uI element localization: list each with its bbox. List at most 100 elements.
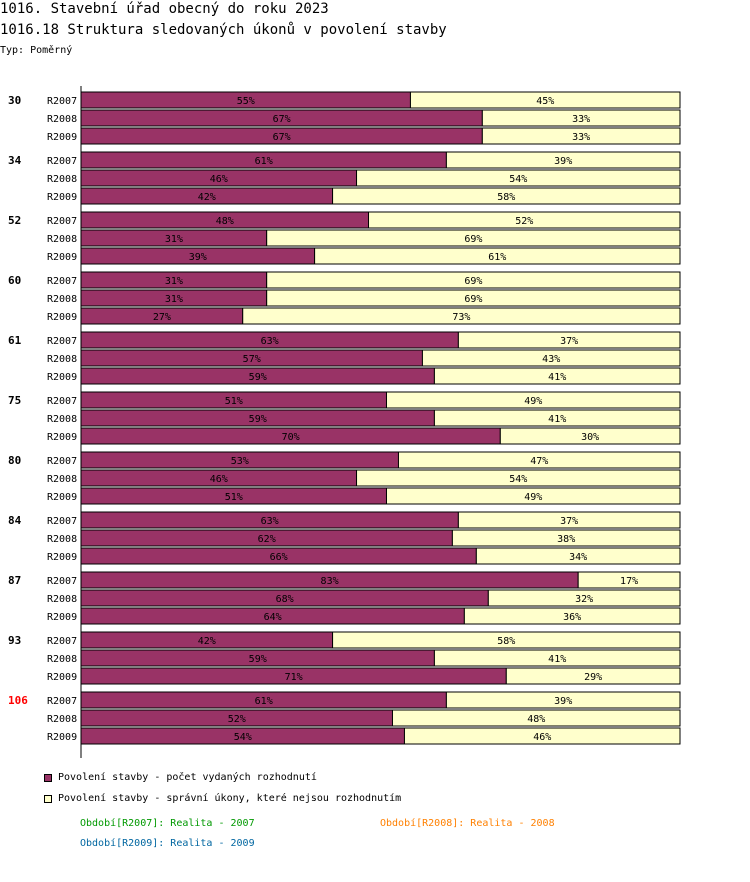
bar-value-label-series1: 51% [225,396,243,407]
bar-value-label-series2: 36% [563,612,581,623]
bar-value-label-series2: 29% [584,672,602,683]
group-label: 87 [8,574,21,587]
bar-segment-series2 [481,109,681,127]
bar-value-label-series1: 46% [210,474,228,485]
bar-value-label-series1: 27% [153,312,171,323]
bar-value-label-series2: 49% [524,492,542,503]
group-label: 52 [8,214,21,227]
bar-segment-series2 [463,607,681,625]
bar-segment-series2 [433,367,681,385]
bar-value-label-series1: 54% [234,732,252,743]
bar-segment-series2 [433,649,681,667]
bar-value-label-series1: 52% [228,714,246,725]
bar-segment-series2 [385,391,681,409]
group-label: 93 [8,634,21,647]
row-period-label: R2007 [47,696,77,707]
row-period-label: R2009 [47,132,77,143]
row-period-label: R2008 [47,594,77,605]
bar-value-label-series2: 73% [452,312,470,323]
bar-value-label-series1: 42% [198,192,216,203]
bar-segment-series2 [451,529,681,547]
bar-value-label-series2: 61% [488,252,506,263]
group-label: 60 [8,274,21,287]
bar-value-label-series2: 52% [515,216,533,227]
bar-segment-series2 [457,331,681,349]
chart-type-label: Typ: Poměrný [0,45,73,56]
legend-label-series2: Povolení stavby - správní úkony, které n… [58,793,402,804]
row-period-label: R2007 [47,336,77,347]
bar-value-label-series1: 61% [255,696,273,707]
bar-value-label-series2: 58% [497,636,515,647]
bar-value-label-series1: 63% [261,336,279,347]
group-label: 34 [8,154,22,167]
bar-value-label-series2: 39% [554,156,572,167]
row-period-label: R2009 [47,672,77,683]
row-period-label: R2008 [47,174,77,185]
bar-value-label-series2: 69% [464,276,482,287]
bar-value-label-series1: 67% [273,114,291,125]
bar-value-label-series1: 61% [255,156,273,167]
row-period-label: R2008 [47,534,77,545]
bar-value-label-series1: 31% [165,294,183,305]
group-label: 80 [8,454,21,467]
period-label-r2008: Období[R2008]: Realita - 2008 [380,818,555,829]
bar-segment-series2 [475,547,681,565]
bar-value-label-series1: 39% [189,252,207,263]
bar-segment-series2 [409,91,681,109]
bar-value-label-series2: 45% [536,96,554,107]
group-label: 61 [8,334,22,347]
legend-label-series1: Povolení stavby - počet vydaných rozhodn… [58,772,317,783]
row-period-label: R2008 [47,654,77,665]
bar-value-label-series1: 70% [282,432,300,443]
bar-segment-series2 [445,691,681,709]
row-period-label: R2007 [47,576,77,587]
row-period-label: R2008 [47,234,77,245]
row-period-label: R2008 [47,714,77,725]
bar-value-label-series2: 37% [560,516,578,527]
bar-value-label-series2: 69% [464,294,482,305]
bar-value-label-series2: 41% [548,414,566,425]
row-period-label: R2007 [47,156,77,167]
legend-swatch-series2 [44,794,52,803]
bar-segment-series2 [242,307,681,325]
bar-value-label-series2: 43% [542,354,560,365]
bar-value-label-series2: 49% [524,396,542,407]
bar-segment-series2 [266,229,681,247]
bar-value-label-series2: 58% [497,192,515,203]
bar-value-label-series2: 30% [581,432,599,443]
bar-value-label-series2: 32% [575,594,593,605]
row-period-label: R2009 [47,492,77,503]
bar-value-label-series2: 54% [509,174,527,185]
row-period-label: R2008 [47,114,77,125]
row-period-label: R2009 [47,432,77,443]
bar-segment-series2 [421,349,681,367]
row-period-label: R2007 [47,456,77,467]
bar-value-label-series1: 59% [249,372,267,383]
row-period-label: R2009 [47,312,77,323]
legend-swatch-series1 [44,773,52,782]
bar-value-label-series2: 46% [533,732,551,743]
row-period-label: R2009 [47,552,77,563]
stacked-bar-chart: 30 R2007 55% 45% R2008 67% 33% R2009 67% 33% 34 R20… [8,86,681,758]
bar-value-label-series2: 41% [548,372,566,383]
row-period-label: R2008 [47,414,77,425]
bar-segment-series2 [391,709,681,727]
bar-segment-series2 [332,187,681,205]
bar-value-label-series2: 34% [569,552,587,563]
bar-value-label-series1: 64% [264,612,282,623]
bar-segment-series2 [481,127,681,145]
bar-segment-series2 [499,427,681,445]
row-period-label: R2007 [47,516,77,527]
bar-segment-series2 [457,511,681,529]
row-period-label: R2007 [47,96,77,107]
bar-value-label-series1: 68% [276,594,294,605]
row-period-label: R2009 [47,372,77,383]
group-label: 84 [8,514,22,527]
chart-title: 1016. Stavební úřad obecný do roku 2023 [0,1,329,17]
bar-value-label-series2: 39% [554,696,572,707]
bar-value-label-series1: 31% [165,234,183,245]
bar-value-label-series1: 53% [231,456,249,467]
row-period-label: R2007 [47,636,77,647]
bar-value-label-series1: 46% [210,174,228,185]
bar-value-label-series2: 38% [557,534,575,545]
